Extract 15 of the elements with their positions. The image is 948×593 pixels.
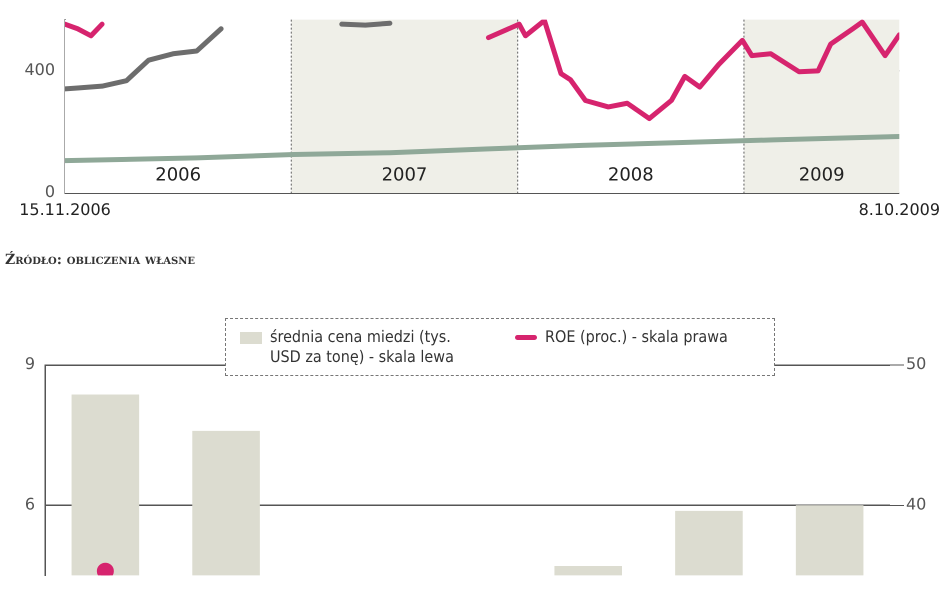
y-tick-label: 9 xyxy=(24,354,35,374)
band-label: 2009 xyxy=(798,164,845,186)
y2-tick-label: 40 xyxy=(906,494,926,514)
band-label: 2006 xyxy=(155,164,202,186)
y-tick-label: 400 xyxy=(24,60,55,80)
y-tick-label: 6 xyxy=(24,494,35,514)
legend-label: średnia cena miedzi (tys. USD za tonę) - skala lewa xyxy=(270,327,455,367)
y-tick-label: 0 xyxy=(44,182,55,202)
y2-tick-label: 50 xyxy=(906,354,926,374)
text: Źródło: obliczenia własne xyxy=(5,252,196,268)
band-label: 2007 xyxy=(382,164,428,186)
x-tick-label: 8.10.2009 xyxy=(858,200,940,219)
legend-label: ROE (proc.) - skala prawa xyxy=(545,327,729,347)
band-label: 2008 xyxy=(608,164,654,186)
x-tick-label: 15.11.2006 xyxy=(19,200,111,219)
